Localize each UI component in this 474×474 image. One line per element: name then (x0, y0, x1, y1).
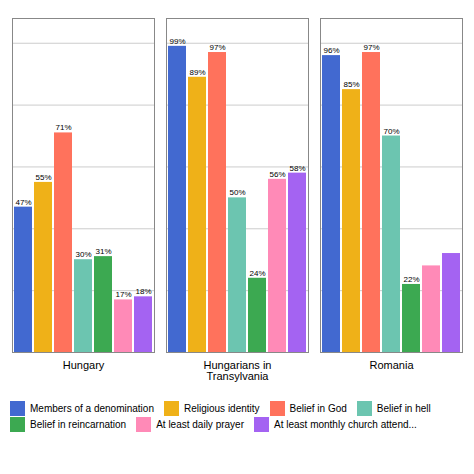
html-text:Belief in God: Belief in God (289, 402, 347, 414)
svg-text:Hungary: Hungary (63, 359, 105, 371)
svg-text:17%: 17% (115, 290, 131, 299)
svg-text:47%: 47% (15, 198, 31, 207)
svg-text:58%: 58% (289, 164, 305, 173)
html-text:At least monthly church attend: At least monthly church attend... (274, 419, 417, 431)
html-text:Members of a denomination: Members of a denomination (30, 402, 154, 414)
svg-text:22%: 22% (403, 275, 419, 284)
svg-text:89%: 89% (189, 68, 205, 77)
svg-text:55%: 55% (35, 173, 51, 182)
svg-text:18%: 18% (135, 287, 151, 296)
svg-text:24%: 24% (249, 269, 265, 278)
svg-text:85%: 85% (343, 80, 359, 89)
svg-text:96%: 96% (323, 46, 339, 55)
svg-text:30%: 30% (75, 250, 91, 259)
svg-text:50%: 50% (229, 188, 245, 197)
svg-text:31%: 31% (95, 247, 111, 256)
svg-text:97%: 97% (363, 43, 379, 52)
html-text:Religious identity: Religious identity (184, 402, 260, 414)
html-text:Belief in hell: Belief in hell (376, 402, 431, 414)
svg-text:56%: 56% (269, 170, 285, 179)
svg-text:70%: 70% (383, 127, 399, 136)
html-text:Belief in reincarnation: Belief in reincarnation (30, 419, 127, 431)
svg-text:97%: 97% (209, 43, 225, 52)
svg-text:71%: 71% (55, 123, 71, 132)
svg-text:Hungarians inTransylvania: Hungarians inTransylvania (204, 359, 272, 382)
svg-text:99%: 99% (169, 37, 185, 46)
svg-text:Romania: Romania (369, 359, 414, 371)
html-text:At least daily prayer: At least daily prayer (156, 419, 244, 431)
